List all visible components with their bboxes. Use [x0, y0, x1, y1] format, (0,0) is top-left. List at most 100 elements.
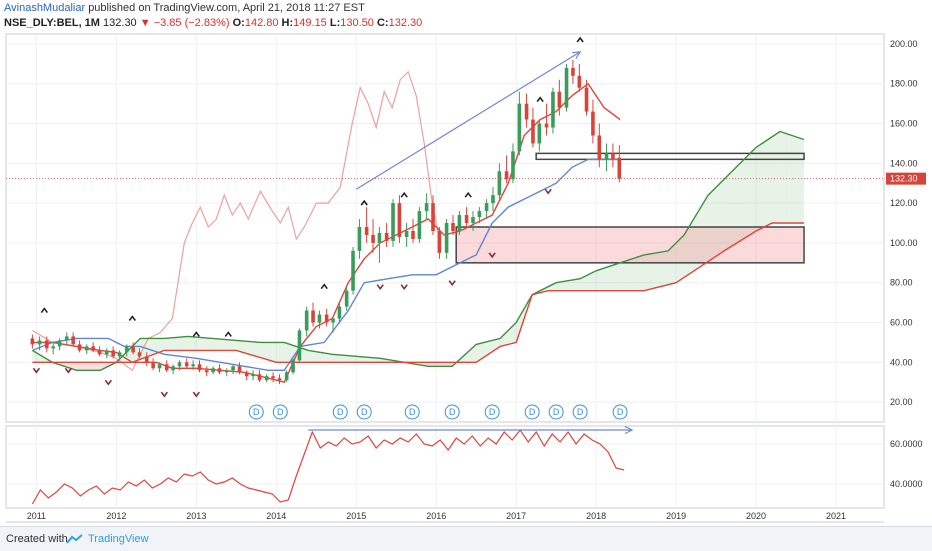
cloud-fill-segment — [259, 342, 262, 358]
time-tick-label: 2011 — [27, 511, 46, 521]
candle-body — [331, 319, 335, 323]
cloud-fill-segment — [609, 266, 612, 291]
candle-body — [431, 203, 435, 231]
cloud-fill-segment — [218, 339, 221, 351]
cloud-fill-segment — [765, 139, 768, 226]
price-tick-label: 20.00 — [890, 397, 913, 407]
cloud-fill-segment — [326, 353, 329, 362]
cloud-fill-segment — [570, 280, 573, 291]
cloud-fill-segment — [310, 351, 313, 363]
price-chart[interactable]: 200.00180.00160.00140.00120.00100.0080.0… — [0, 0, 932, 526]
candle-body — [285, 372, 289, 380]
cloud-fill-segment — [776, 133, 779, 223]
cloud-fill-segment — [480, 343, 483, 360]
created-with-text: Created with — [6, 533, 68, 545]
candle-body — [271, 376, 275, 378]
candle-body — [218, 368, 222, 372]
candle-body — [345, 291, 349, 307]
cloud-fill-segment — [261, 342, 264, 358]
time-tick-label: 2017 — [506, 511, 526, 521]
down-caret-marker — [377, 285, 383, 289]
cloud-fill-segment — [79, 362, 82, 370]
dividend-marker-label: D — [337, 407, 344, 417]
cloud-fill-segment — [254, 342, 257, 356]
candle-body — [371, 235, 375, 243]
cloud-fill-segment — [583, 276, 586, 291]
cloud-fill-segment — [328, 354, 331, 363]
cloud-fill-segment — [318, 352, 321, 362]
candle-body — [351, 251, 355, 291]
down-caret-marker — [545, 189, 551, 193]
candle-body — [598, 135, 602, 159]
candle-body — [151, 362, 155, 368]
cloud-fill-segment — [588, 274, 591, 291]
candle-body — [238, 366, 242, 372]
candle-body — [611, 153, 615, 159]
candle-body — [385, 233, 389, 241]
price-tick-label: 60.00 — [890, 318, 913, 328]
candle-body — [578, 76, 582, 88]
cloud-fill-segment — [560, 282, 563, 291]
cloud-fill-segment — [351, 356, 354, 362]
cloud-fill-segment — [202, 338, 205, 351]
candle-body — [491, 195, 495, 203]
price-tick-label: 160.00 — [890, 119, 918, 129]
candle-body — [318, 315, 322, 323]
candle-body — [265, 376, 269, 380]
candle-body — [418, 211, 422, 239]
chikou-span-line — [32, 72, 440, 371]
candle-body — [571, 68, 575, 76]
cloud-fill-segment — [575, 279, 578, 291]
candle-body — [125, 346, 129, 352]
time-tick-label: 2019 — [666, 511, 686, 521]
dividend-marker-label: D — [361, 407, 368, 417]
cloud-fill-segment — [192, 337, 195, 351]
tradingview-brand-link[interactable]: TradingView — [88, 533, 149, 545]
candle-body — [605, 153, 609, 159]
time-tick-label: 2015 — [346, 511, 366, 521]
cloud-fill-segment — [557, 282, 560, 291]
dividend-marker-label: D — [529, 407, 536, 417]
candle-body — [71, 336, 75, 344]
candle-body — [618, 158, 622, 179]
cloud-fill-segment — [279, 342, 282, 362]
candle-body — [165, 364, 169, 370]
candle-body — [398, 203, 402, 237]
candle-body — [31, 338, 35, 344]
cloud-fill-segment — [341, 355, 344, 362]
candle-body — [278, 378, 282, 380]
dividend-marker-label: D — [277, 407, 284, 417]
cloud-fill-segment — [223, 339, 226, 350]
candle-body — [338, 307, 342, 319]
candle-body — [158, 364, 162, 368]
candle-body — [231, 366, 235, 370]
time-tick-label: 2012 — [106, 511, 126, 521]
cloud-fill-segment — [606, 267, 609, 291]
candle-body — [518, 104, 522, 152]
candle-body — [551, 92, 555, 128]
cloud-fill-segment — [598, 269, 601, 290]
candle-body — [525, 104, 529, 120]
cloud-fill-segment — [264, 342, 267, 359]
cloud-fill-segment — [230, 340, 233, 350]
candle-body — [185, 362, 189, 366]
up-caret-marker — [401, 193, 407, 197]
cloud-fill-segment — [778, 132, 781, 223]
cloud-fill-segment — [84, 362, 87, 370]
cloud-fill-segment — [760, 143, 763, 229]
cloud-fill-segment — [184, 337, 187, 351]
cloud-fill-segment — [354, 356, 357, 362]
cloud-fill-segment — [308, 350, 311, 362]
candle-body — [191, 364, 195, 366]
cloud-fill-segment — [238, 341, 241, 352]
cloud-fill-segment — [97, 362, 100, 370]
candle-body — [445, 223, 449, 253]
last-price-label: 132.30 — [890, 174, 918, 184]
candle-body — [545, 124, 549, 128]
dividend-marker-label: D — [449, 407, 456, 417]
candle-body — [465, 215, 469, 223]
candle-body — [45, 340, 49, 348]
candle-body — [505, 171, 509, 179]
cloud-fill-segment — [176, 337, 179, 350]
candle-body — [91, 346, 95, 350]
